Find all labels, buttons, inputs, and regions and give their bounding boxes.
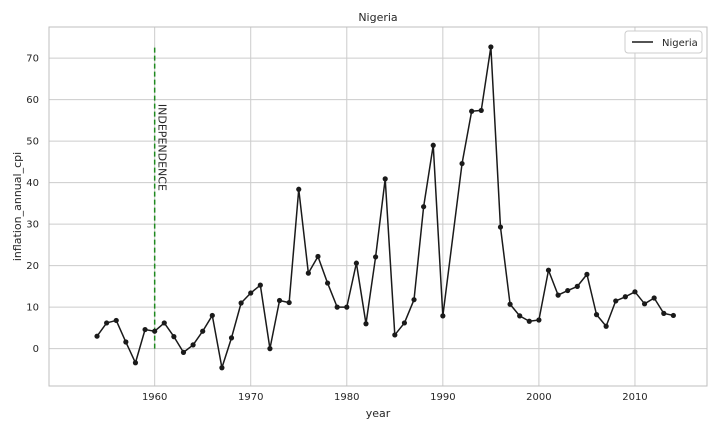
data-point bbox=[152, 328, 158, 334]
legend-box bbox=[624, 30, 703, 54]
data-point bbox=[248, 290, 254, 296]
data-point bbox=[382, 176, 388, 182]
data-point bbox=[180, 349, 187, 355]
y-tick-label: 60 bbox=[26, 95, 39, 106]
y-tick-label: 40 bbox=[26, 178, 39, 189]
data-point bbox=[305, 270, 311, 276]
data-point bbox=[411, 297, 417, 303]
data-point bbox=[171, 334, 177, 340]
data-point bbox=[296, 186, 302, 192]
data-point bbox=[469, 108, 475, 114]
data-point bbox=[142, 326, 148, 333]
data-point bbox=[459, 160, 465, 167]
grid bbox=[49, 27, 707, 386]
data-point bbox=[94, 333, 100, 339]
data-point bbox=[132, 360, 139, 366]
data-point bbox=[497, 224, 504, 230]
data-point bbox=[161, 320, 167, 326]
data-point bbox=[641, 301, 648, 307]
data-point bbox=[536, 317, 542, 323]
y-tick-label: 20 bbox=[26, 261, 39, 272]
x-tick-label: 2010 bbox=[622, 392, 647, 403]
data-point bbox=[593, 312, 600, 318]
y-axis-label: inflation_annual_cpi bbox=[11, 152, 24, 261]
data-point bbox=[257, 282, 263, 288]
data-point bbox=[574, 283, 580, 289]
y-tick-label: 10 bbox=[26, 303, 39, 314]
data-point bbox=[603, 323, 609, 329]
x-tick-label: 1990 bbox=[430, 392, 455, 403]
chart-title: Nigeria bbox=[358, 11, 397, 24]
y-tick-label: 0 bbox=[33, 344, 39, 355]
data-point bbox=[622, 294, 628, 300]
x-axis-label: year bbox=[366, 407, 391, 420]
data-point bbox=[228, 335, 235, 341]
data-point bbox=[670, 312, 676, 319]
data-point bbox=[392, 332, 398, 338]
plot-frame bbox=[48, 26, 708, 387]
data-point bbox=[353, 260, 359, 266]
data-point bbox=[651, 295, 657, 301]
data-point bbox=[584, 271, 590, 277]
data-point bbox=[565, 287, 571, 294]
data-point bbox=[209, 312, 215, 319]
data-point bbox=[545, 267, 552, 273]
data-point bbox=[219, 365, 225, 371]
data-point bbox=[526, 318, 532, 324]
y-tick-label: 30 bbox=[26, 220, 39, 231]
data-point bbox=[363, 321, 369, 327]
legend: Nigeria bbox=[624, 30, 703, 54]
data-point bbox=[440, 313, 446, 319]
data-point bbox=[238, 300, 244, 306]
data-point bbox=[372, 254, 379, 260]
x-tick-label: 1960 bbox=[142, 392, 167, 403]
x-tick-label: 2000 bbox=[526, 392, 551, 403]
annotation: INDEPENDENCE bbox=[153, 46, 169, 349]
series bbox=[94, 44, 676, 371]
data-point bbox=[401, 320, 408, 326]
data-point bbox=[113, 317, 119, 324]
data-point bbox=[267, 346, 273, 352]
data-point bbox=[104, 320, 110, 326]
legend-label-nigeria: Nigeria bbox=[662, 38, 698, 49]
x-tick-label: 1980 bbox=[334, 392, 359, 403]
data-point bbox=[478, 107, 484, 114]
data-point bbox=[123, 339, 129, 345]
data-point bbox=[324, 280, 331, 286]
data-point bbox=[315, 253, 321, 260]
data-point bbox=[507, 301, 513, 307]
x-tick-label: 1970 bbox=[238, 392, 263, 403]
data-point bbox=[661, 310, 667, 316]
y-tick-label: 50 bbox=[26, 137, 39, 148]
data-point bbox=[200, 328, 206, 334]
data-point bbox=[344, 304, 350, 310]
data-point bbox=[517, 313, 523, 319]
data-point bbox=[632, 289, 638, 295]
data-point bbox=[334, 304, 340, 310]
data-point bbox=[421, 204, 427, 210]
plot-background bbox=[49, 27, 707, 386]
data-point bbox=[286, 299, 292, 306]
data-point bbox=[276, 297, 283, 304]
data-point bbox=[488, 44, 494, 50]
independence-label: INDEPENDENCE bbox=[156, 104, 169, 191]
y-tick-label: 70 bbox=[26, 54, 39, 65]
ticks: 1960 1970 1980 1990 2000 2010 0 10 20 30 40 50 60 70 bbox=[26, 54, 647, 403]
data-point bbox=[555, 292, 561, 298]
data-point bbox=[190, 342, 196, 348]
data-point bbox=[430, 142, 436, 148]
data-point bbox=[613, 298, 619, 304]
